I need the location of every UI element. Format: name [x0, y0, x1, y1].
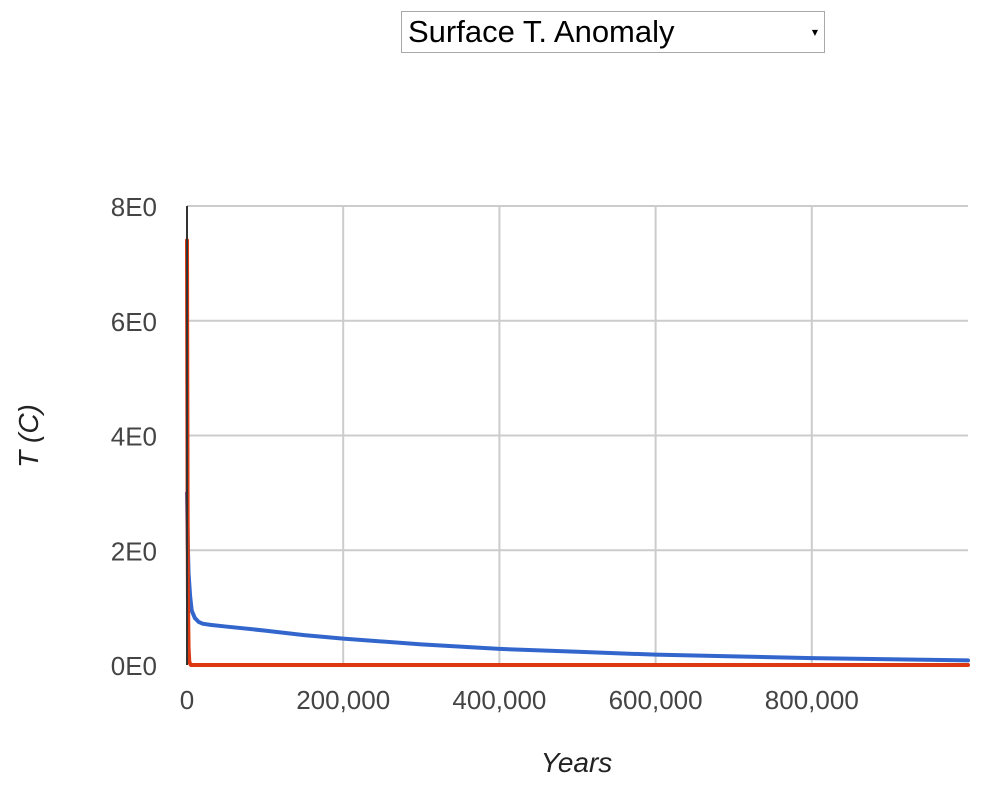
x-tick-label: 600,000 [609, 685, 703, 715]
y-axis-label: T (C) [13, 404, 44, 468]
y-tick-label: 4E0 [111, 422, 157, 452]
variable-select-value: Surface T. Anomaly [408, 14, 675, 49]
y-tick-label: 8E0 [111, 192, 157, 222]
x-tick-label: 400,000 [452, 685, 546, 715]
dropdown-arrow-icon: ▼ [811, 27, 818, 37]
x-axis-label: Years [541, 747, 613, 778]
y-tick-label: 2E0 [111, 536, 157, 566]
x-tick-label: 0 [180, 685, 194, 715]
y-tick-label: 0E0 [111, 651, 157, 681]
x-tick-label: 800,000 [765, 685, 859, 715]
x-tick-label: 200,000 [296, 685, 390, 715]
variable-select[interactable]: Surface T. Anomaly ▼ [401, 11, 825, 53]
series-line-0 [185, 490, 970, 663]
y-tick-label: 6E0 [111, 307, 157, 337]
grid-lines [187, 205, 968, 665]
chart-series [185, 238, 970, 667]
chart-labels: 0E0 2E0 4E0 6E0 8E0 0 200,000 400,000 600,000 800… [13, 192, 859, 778]
series-line-1 [185, 238, 970, 667]
